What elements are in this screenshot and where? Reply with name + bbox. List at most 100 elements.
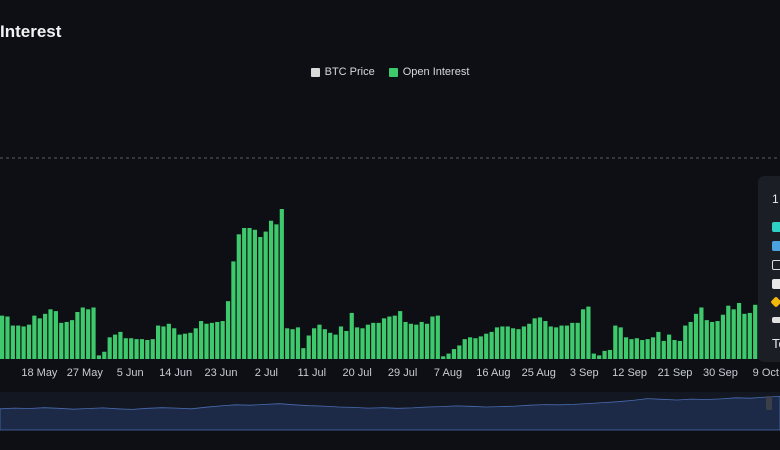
- open-interest-bar: [5, 316, 10, 359]
- open-interest-bar: [188, 332, 193, 359]
- open-interest-bar: [10, 325, 15, 359]
- open-interest-bar: [457, 345, 462, 359]
- open-interest-bar: [134, 339, 139, 359]
- open-interest-bar: [408, 323, 414, 359]
- open-interest-bar: [672, 340, 677, 359]
- open-interest-bar: [537, 317, 543, 359]
- open-interest-bar: [392, 315, 397, 359]
- x-tick-label: 9 Oct: [753, 367, 779, 379]
- open-interest-bar: [726, 305, 731, 359]
- open-interest-bar: [710, 321, 715, 359]
- open-interest-bar: [521, 326, 526, 359]
- open-interest-bar: [667, 334, 672, 359]
- open-interest-bar: [209, 322, 214, 359]
- page-title: Interest: [0, 22, 62, 41]
- x-tick-label: 3 Sep: [570, 367, 599, 379]
- open-interest-bar: [161, 326, 166, 359]
- x-tick-label: 25 Aug: [522, 367, 556, 379]
- tooltip-total-label: To: [772, 336, 780, 351]
- open-interest-bar: [258, 237, 263, 359]
- open-interest-bar: [139, 339, 145, 359]
- open-interest-bar: [424, 323, 430, 359]
- btc-price-navigator-series: [0, 395, 780, 431]
- open-interest-bar: [102, 351, 107, 359]
- open-interest-bar: [435, 315, 440, 359]
- open-interest-bar: [225, 301, 231, 359]
- open-interest-bar: [252, 229, 258, 359]
- open-interest-bar: [365, 324, 370, 359]
- open-interest-bar: [505, 326, 510, 359]
- open-interest-bar: [575, 322, 580, 359]
- open-interest-bar: [500, 326, 505, 359]
- open-interest-bar: [478, 336, 483, 359]
- open-interest-bar: [484, 333, 489, 359]
- open-interest-bar: [554, 327, 559, 359]
- open-interest-bar: [693, 313, 699, 359]
- open-interest-bar: [193, 328, 198, 359]
- open-interest-bar: [69, 320, 75, 359]
- legend-label-btc-price: BTC Price: [324, 66, 375, 78]
- x-tick-label: 20 Jul: [343, 367, 372, 379]
- open-interest-bar: [699, 307, 704, 359]
- open-interest-bar: [629, 339, 634, 359]
- x-tick-label: 2 Jul: [255, 367, 278, 379]
- legend-swatch-open-interest: [388, 67, 398, 77]
- exchange-icon-5: [770, 296, 780, 308]
- open-interest-bar: [86, 309, 91, 359]
- open-interest-bar: [720, 314, 726, 359]
- open-interest-bar: [21, 326, 26, 359]
- open-interest-bar: [215, 321, 220, 359]
- open-interest-bar: [607, 349, 613, 359]
- x-tick-label: 14 Jun: [159, 367, 192, 379]
- open-interest-bar: [333, 334, 338, 359]
- open-interest-bar: [301, 348, 306, 359]
- open-interest-bar: [656, 331, 661, 359]
- open-interest-bar: [451, 349, 457, 359]
- legend-item-open-interest[interactable]: Open Interest: [388, 66, 469, 78]
- open-interest-bar: [118, 331, 123, 359]
- open-interest-bar: [640, 340, 645, 359]
- open-interest-bar: [489, 331, 494, 359]
- open-interest-bar: [704, 320, 709, 359]
- open-interest-bar: [156, 325, 161, 359]
- open-interest-bar: [403, 321, 408, 359]
- x-tick-label: 11 Jul: [298, 367, 327, 379]
- open-interest-bar: [150, 339, 155, 359]
- open-interest-bar: [462, 339, 467, 359]
- legend-swatch-btc-price: [310, 67, 320, 77]
- open-interest-bar: [580, 309, 586, 359]
- open-interest-bar: [564, 325, 570, 359]
- open-interest-bar: [64, 321, 69, 359]
- open-interest-bar: [661, 340, 666, 359]
- x-tick-label: 16 Aug: [476, 367, 510, 379]
- open-interest-bar: [683, 325, 688, 359]
- x-tick-label: 5 Jun: [117, 367, 144, 379]
- open-interest-bar: [274, 224, 279, 359]
- x-tick-label: 7 Aug: [434, 367, 462, 379]
- exchange-icon-6: [772, 317, 780, 323]
- open-interest-bar: [199, 321, 204, 359]
- navigator-handle: [766, 396, 772, 410]
- open-interest-bar: [338, 326, 344, 359]
- open-interest-bar: [419, 321, 424, 359]
- open-interest-bar: [548, 326, 553, 359]
- open-interest-bar: [37, 318, 42, 359]
- open-interest-bar: [107, 337, 112, 359]
- exchange-icon-2: [772, 241, 780, 251]
- open-interest-bar: [312, 328, 317, 359]
- open-interest-bar: [430, 316, 435, 359]
- open-interest-bar: [360, 328, 365, 359]
- x-tick-label: 12 Sep: [612, 367, 647, 379]
- open-interest-bar: [236, 234, 241, 359]
- open-interest-bar: [220, 321, 225, 359]
- open-interest-bar: [597, 355, 602, 359]
- legend-item-btc-price[interactable]: BTC Price: [310, 66, 375, 78]
- open-interest-bar: [747, 312, 752, 359]
- chart-legend: BTC Price Open Interest: [0, 66, 780, 78]
- open-interest-bar: [16, 325, 21, 359]
- open-interest-bar: [53, 311, 58, 359]
- tooltip-panel: 1 To: [758, 176, 780, 362]
- open-interest-bar: [650, 337, 656, 359]
- open-interest-bar: [317, 324, 322, 359]
- open-interest-bar: [96, 355, 102, 359]
